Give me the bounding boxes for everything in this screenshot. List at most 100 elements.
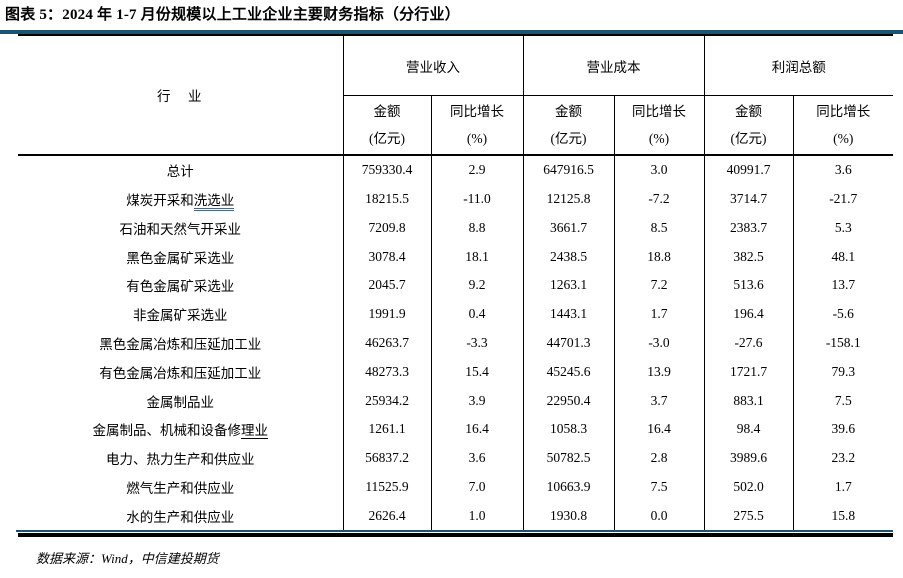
underlined-text: 理业 [241, 423, 268, 440]
value-cell: 15.4 [431, 357, 524, 387]
value-cell: 1261.1 [343, 414, 432, 444]
sub-header-line2: (亿元) [550, 131, 587, 146]
sub-header-revenue-amount: 金额 (亿元) [343, 95, 432, 156]
value-cell: 647916.5 [523, 155, 615, 185]
value-cell: 3661.7 [523, 213, 615, 243]
industry-name-cell: 燃气生产和供应业 [18, 472, 344, 502]
sub-header-row: 金额 (亿元) 同比增长 (%) 金额 (亿元) 同比增长 (%) 金额 ( [18, 95, 893, 156]
value-cell: 3.9 [431, 386, 524, 415]
value-cell: 11525.9 [343, 472, 432, 502]
value-cell: 3.6 [834, 162, 852, 178]
value-cell: -27.6 [704, 328, 794, 358]
table-row: 煤炭开采和洗选业 18215.5 -11.0 12125.8 -7.2 3714.7 -21… [18, 184, 893, 214]
sub-header-line2: (%) [833, 131, 854, 146]
value-cell: 56837.2 [343, 443, 432, 473]
sub-header-profit-amount: 金额 (亿元) [704, 95, 794, 156]
value-cell: 275.5 [704, 501, 794, 530]
value-cell: 39.6 [831, 421, 856, 437]
value-cell: 5.3 [834, 219, 852, 235]
value-cell: 40991.7 [704, 155, 794, 185]
value-cell: 0.4 [431, 299, 524, 329]
value-cell: -3.3 [431, 328, 524, 358]
top-black-rule [18, 34, 893, 36]
table-row: 总计 759330.4 2.9 647916.5 3.0 40991.7 3.6 [18, 155, 893, 185]
value-cell: 1443.1 [523, 299, 615, 329]
value-cell: 98.4 [704, 414, 794, 444]
table-row: 有色金属矿采选业 2045.7 9.2 1263.1 7.2 513.6 13.7 [18, 271, 893, 300]
value-cell: 1058.3 [523, 414, 615, 444]
value-cell: 3.6 [431, 443, 524, 473]
sub-header-line2: (%) [648, 131, 670, 146]
value-cell: -11.0 [431, 184, 524, 214]
table-row: 非金属矿采选业 1991.9 0.4 1443.1 1.7 196.4 -5.6 [18, 299, 893, 329]
value-cell: 1.7 [614, 299, 705, 329]
value-cell: 759330.4 [343, 155, 432, 185]
sub-header-cost-growth: 同比增长 (%) [614, 95, 705, 156]
value-cell: 2383.7 [704, 213, 794, 243]
value-cell: 10663.9 [523, 472, 615, 502]
value-cell: 1263.1 [523, 271, 615, 300]
value-cell: 16.4 [614, 414, 705, 444]
table-row: 有色金属冶炼和压延加工业 48273.3 15.4 45245.6 13.9 1721.7… [18, 357, 893, 387]
industry-name-cell: 黑色金属冶炼和压延加工业 [18, 328, 344, 358]
value-cell: 23.2 [831, 450, 856, 466]
financial-indicators-table: 行 业 营业收入 营业成本 利润总额 金额 (亿元) 同比增长 (%) 金额 (… [18, 36, 893, 530]
table-row: 黑色金属矿采选业 3078.4 18.1 2438.5 18.8 382.5 48.1 [18, 242, 893, 272]
value-cell: 45245.6 [523, 357, 615, 387]
sub-header-line1: 金额 [735, 104, 762, 119]
value-cell: 0.0 [614, 501, 705, 530]
value-cell: 48.1 [831, 248, 856, 264]
bottom-accent-rule [16, 530, 893, 532]
industry-name-cell: 水的生产和供应业 [18, 501, 344, 530]
value-cell: 48273.3 [343, 357, 432, 387]
value-cell: 2045.7 [343, 271, 432, 300]
value-cell: 1991.9 [343, 299, 432, 329]
value-cell: 1721.7 [704, 357, 794, 387]
bottom-black-rule [18, 533, 893, 537]
value-cell: 2626.4 [343, 501, 432, 530]
industry-name-cell: 金属制品、机械和设备修理业 [18, 414, 344, 444]
sub-header-line1: 同比增长 [450, 104, 504, 119]
sub-header-line1: 同比增长 [816, 104, 871, 119]
sub-header-profit-growth: 同比增长 (%) [793, 95, 893, 156]
value-cell: 3078.4 [343, 242, 432, 272]
value-cell: 7.5 [834, 392, 852, 408]
value-cell: 18.1 [431, 242, 524, 272]
table-row: 水的生产和供应业 2626.4 1.0 1930.8 0.0 275.5 15.8 [18, 501, 893, 530]
table-row: 电力、热力生产和供应业 56837.2 3.6 50782.5 2.8 3989.6 23.… [18, 443, 893, 473]
value-cell: 3989.6 [704, 443, 794, 473]
industry-name-cell: 有色金属冶炼和压延加工业 [18, 357, 344, 387]
industry-name-cell: 有色金属矿采选业 [18, 271, 344, 300]
value-cell: 382.5 [704, 242, 794, 272]
value-cell: 1.7 [834, 478, 852, 494]
value-cell: 3.0 [614, 155, 705, 185]
sub-header-line2: (亿元) [369, 131, 405, 146]
value-cell: 18.8 [614, 242, 705, 272]
value-cell: 18215.5 [343, 184, 432, 214]
value-cell: 50782.5 [523, 443, 615, 473]
value-cell: 2.8 [614, 443, 705, 473]
group-header-cost: 营业成本 [523, 36, 705, 96]
industry-column-header: 行 业 [18, 36, 344, 156]
underlined-text: 洗选业 [193, 193, 235, 212]
top-accent-rule [0, 30, 903, 34]
industry-name-cell: 黑色金属矿采选业 [18, 242, 344, 272]
group-header-row: 行 业 营业收入 营业成本 利润总额 [18, 36, 893, 156]
value-cell: 2.9 [431, 155, 524, 185]
value-cell: 7209.8 [343, 213, 432, 243]
value-cell: 8.5 [614, 213, 705, 243]
industry-name-cell: 煤炭开采和洗选业 [18, 184, 344, 214]
sub-header-cost-amount: 金额 (亿元) [523, 95, 615, 156]
group-header-revenue: 营业收入 [343, 36, 524, 96]
industry-name-cell: 非金属矿采选业 [18, 299, 344, 329]
table-row: 燃气生产和供应业 11525.9 7.0 10663.9 7.5 502.0 1.7 [18, 472, 893, 502]
table-row: 黑色金属冶炼和压延加工业 46263.7 -3.3 44701.3 -3.0 -27.6 -… [18, 328, 893, 358]
sub-header-revenue-growth: 同比增长 (%) [431, 95, 524, 156]
value-cell: -3.0 [614, 328, 705, 358]
value-cell: 79.3 [831, 363, 856, 379]
value-cell: 196.4 [704, 299, 794, 329]
value-cell: 9.2 [431, 271, 524, 300]
value-cell: -7.2 [614, 184, 705, 214]
sub-header-line1: 金额 [555, 104, 582, 119]
